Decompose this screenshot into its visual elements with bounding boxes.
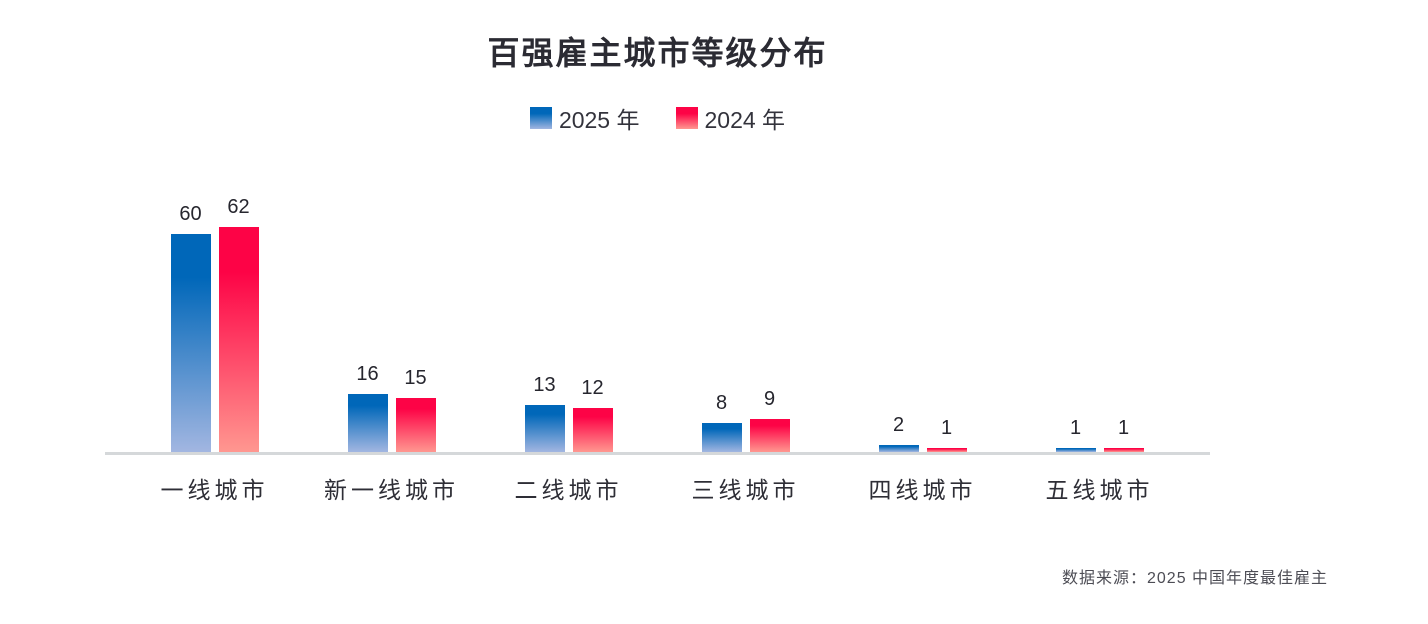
bar-value-label: 1 [940,417,953,439]
bar-value-label: 16 [356,363,379,385]
chart-title: 百强雇主城市等级分布 [487,35,828,71]
bar-group: 13 12 [480,180,657,452]
bar-pair: 60 62 [170,196,259,452]
category-label: 三线城市 [691,477,800,503]
category-label: 四线城市 [868,477,977,503]
bar-2024 [1103,448,1144,452]
plot-area: 60 62 16 15 13 12 8 9 2 1 1 1 [126,180,1188,452]
bar-2024 [749,419,790,452]
bar-2024 [218,227,259,452]
bar-2025 [701,423,742,452]
bar-with-label: 62 [218,196,259,452]
source-note: 数据来源：2025 中国年度最佳雇主 [1062,570,1329,587]
bar-pair: 13 12 [524,374,613,452]
bar-group: 16 15 [303,180,480,452]
bar-value-label: 1 [1069,417,1082,439]
bar-with-label: 16 [347,363,388,452]
bar-2024 [926,448,967,452]
legend-item-2024: 2024 年 [675,101,786,135]
bar-value-label: 2 [892,414,905,436]
legend-label-2025: 2025 年 [558,107,640,133]
bar-2024 [572,408,613,452]
bar-with-label: 13 [524,374,565,452]
bar-with-label: 1 [926,417,967,452]
bar-2025 [1055,448,1096,452]
legend-swatch-2024-icon [675,107,698,129]
category-label: 一线城市 [160,477,269,503]
bar-with-label: 1 [1103,417,1144,452]
bar-value-label: 9 [763,388,776,410]
bar-with-label: 15 [395,367,436,452]
category-label: 五线城市 [1045,477,1154,503]
bar-group: 60 62 [126,180,303,452]
legend-label-2024: 2024 年 [704,107,786,133]
bar-2025 [170,234,211,452]
category-label: 二线城市 [514,477,623,503]
bar-with-label: 9 [749,388,790,452]
bar-pair: 16 15 [347,363,436,452]
bar-with-label: 8 [701,392,742,452]
bar-value-label: 62 [227,196,250,218]
category-label: 新一线城市 [324,477,459,503]
bar-value-label: 60 [179,203,202,225]
bar-with-label: 2 [878,414,919,452]
bar-2025 [347,394,388,452]
bar-value-label: 15 [404,367,427,389]
bar-value-label: 1 [1117,417,1130,439]
bar-2025 [878,445,919,452]
bar-value-label: 12 [581,377,604,399]
legend-swatch-2025-icon [529,107,552,129]
category-row: 一线城市 新一线城市 二线城市 三线城市 四线城市 五线城市 [126,471,1188,505]
bar-2025 [524,405,565,452]
x-axis-line [105,452,1210,455]
bar-value-label: 8 [715,392,728,414]
legend-item-2025: 2025 年 [529,101,640,135]
bar-with-label: 1 [1055,417,1096,452]
bar-2024 [395,398,436,452]
legend: 2025 年 2024 年 [105,101,1210,135]
bar-with-label: 12 [572,377,613,452]
bar-with-label: 60 [170,203,211,452]
bar-value-label: 13 [533,374,556,396]
